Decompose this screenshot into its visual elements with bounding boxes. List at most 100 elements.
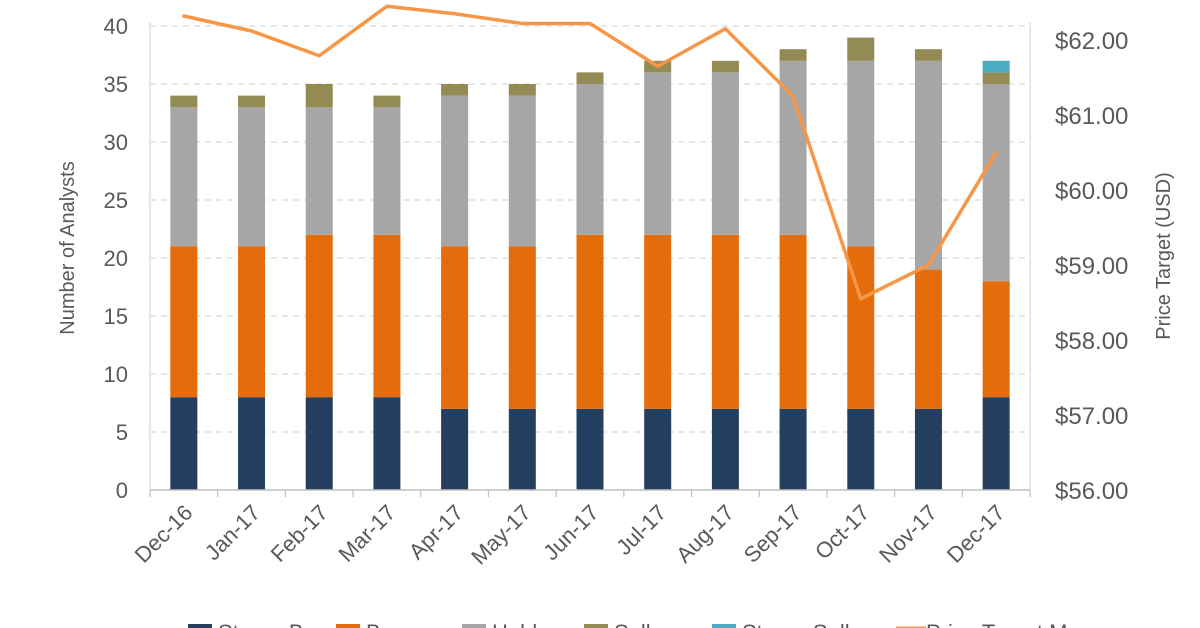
- stacked-bars: [170, 37, 1010, 490]
- legend-label: Price Target Mean: [926, 620, 1104, 628]
- y2-tick-label: $60.00: [1055, 178, 1128, 205]
- bar-segment: [914, 60, 942, 270]
- bar-segment: [644, 408, 672, 490]
- bar-segment: [914, 269, 942, 409]
- bar-segment: [711, 234, 739, 409]
- bar-segment: [847, 408, 875, 490]
- legend-swatch: [336, 624, 360, 628]
- x-tick-label: Aug-17: [671, 500, 739, 568]
- bar-segment: [508, 95, 536, 247]
- right-axis-tick-labels: $56.00 $57.00 $58.00 $59.00 $60.00 $61.00 $62.…: [1055, 28, 1128, 505]
- x-tick-label: Mar-17: [334, 500, 401, 567]
- x-tick-label: Oct-17: [810, 500, 874, 564]
- legend-label: Hold: [492, 620, 537, 628]
- y2-tick-label: $62.00: [1055, 28, 1128, 55]
- bar-segment: [914, 408, 942, 490]
- bar-segment: [982, 60, 1010, 73]
- bar-segment: [170, 95, 198, 108]
- x-tick-label: Sep-17: [739, 500, 807, 568]
- bar-segment: [982, 281, 1010, 398]
- left-axis-tick-labels: 0 5 10 15 20 25 30 35 40: [104, 14, 128, 503]
- bar-segment: [711, 408, 739, 490]
- y-tick-label: 30: [104, 130, 128, 155]
- x-tick-label: Feb-17: [266, 500, 333, 567]
- bar-segment: [441, 408, 469, 490]
- legend-label: Strong Sell: [742, 620, 850, 628]
- bar-segment: [373, 95, 401, 108]
- bar-segment: [373, 397, 401, 490]
- y-tick-label: 10: [104, 362, 128, 387]
- y-tick-label: 25: [104, 188, 128, 213]
- bar-segment: [779, 408, 807, 490]
- price-target-line: [182, 4, 998, 301]
- bar-segment: [305, 234, 333, 398]
- bar-segment: [170, 107, 198, 247]
- bar-segment: [373, 234, 401, 398]
- bar-segment: [779, 234, 807, 409]
- bar-segment: [644, 234, 672, 409]
- bar-segment: [779, 49, 807, 61]
- y-tick-label: 40: [104, 14, 128, 39]
- bar-segment: [508, 246, 536, 409]
- legend-swatch: [462, 624, 486, 628]
- legend-label: Buy: [366, 620, 404, 628]
- bar-segment: [982, 84, 1010, 282]
- bar-segment: [847, 37, 875, 61]
- bar-segment: [373, 107, 401, 235]
- x-tick-label: Nov-17: [874, 500, 942, 568]
- legend-label: Sell: [614, 620, 651, 628]
- bar-segment: [508, 408, 536, 490]
- y-tick-label: 15: [104, 304, 128, 329]
- y-tick-label: 5: [116, 420, 128, 445]
- bar-segment: [305, 107, 333, 235]
- bar-segment: [576, 234, 604, 409]
- bar-segment: [576, 84, 604, 235]
- x-tick-label: Jan-17: [200, 500, 265, 565]
- bar-segment: [847, 60, 875, 247]
- legend-swatch: [584, 624, 608, 628]
- price-target-mean-line: [182, 4, 998, 301]
- bar-segment: [305, 397, 333, 490]
- bar-segment: [170, 397, 198, 490]
- bar-segment: [982, 72, 1010, 84]
- bar-segment: [711, 60, 739, 73]
- y2-tick-label: $58.00: [1055, 328, 1128, 355]
- bar-segment: [914, 49, 942, 61]
- bar-segment: [170, 246, 198, 398]
- x-tick-label: May-17: [466, 500, 536, 570]
- bar-segment: [441, 246, 469, 409]
- bar-segment: [238, 107, 266, 247]
- bar-segment: [238, 397, 266, 490]
- x-tick-label: Jun-17: [538, 500, 603, 565]
- legend-label: Strong Buy: [218, 620, 327, 628]
- y2-tick-label: $61.00: [1055, 103, 1128, 130]
- bar-segment: [576, 72, 604, 84]
- x-tick-label: Dec-16: [130, 500, 198, 568]
- y2-tick-label: $56.00: [1055, 478, 1128, 505]
- y2-axis-title: Price Target (USD): [1153, 172, 1175, 339]
- bar-segment: [779, 60, 807, 235]
- legend: Strong Buy Buy Hold Sell Strong Sell Price Ta…: [188, 620, 1104, 628]
- legend-swatch: [712, 624, 736, 628]
- y-tick-label: 35: [104, 72, 128, 97]
- bar-segment: [508, 84, 536, 96]
- x-tick-label: Jul-17: [611, 500, 671, 560]
- bar-segment: [982, 397, 1010, 490]
- bar-segment: [644, 72, 672, 235]
- bar-segment: [238, 246, 266, 398]
- x-tick-label: Apr-17: [404, 500, 468, 564]
- bar-segment: [711, 72, 739, 235]
- bar-segment: [576, 408, 604, 490]
- y2-tick-label: $57.00: [1055, 403, 1128, 430]
- axes: [149, 22, 1031, 497]
- bar-segment: [238, 95, 266, 108]
- y-axis-title: Number of Analysts: [57, 161, 79, 334]
- y2-tick-label: $59.00: [1055, 253, 1128, 280]
- bar-segment: [441, 84, 469, 96]
- y-tick-label: 0: [116, 478, 128, 503]
- legend-swatch: [188, 624, 212, 628]
- y-tick-label: 20: [104, 246, 128, 271]
- bar-segment: [305, 84, 333, 108]
